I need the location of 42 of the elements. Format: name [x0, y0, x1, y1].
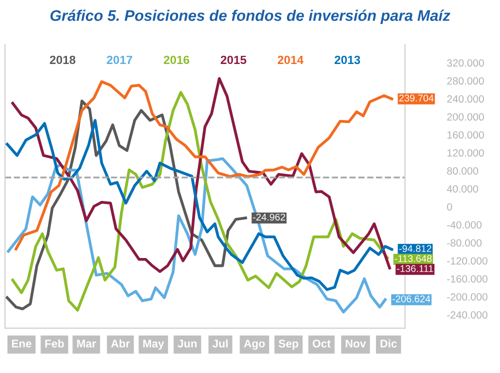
- x-tick-label: Feb: [45, 339, 64, 348]
- y-tick-label: 200.000: [447, 113, 484, 121]
- x-tick-label: Ago: [244, 340, 265, 350]
- x-tick-label: Jun: [178, 340, 197, 348]
- y-tick-label: 80.000: [447, 167, 478, 175]
- y-tick-label: 0: [447, 203, 452, 211]
- y-tick-label: -160.000: [447, 275, 488, 283]
- data-label: -113.648: [394, 255, 432, 262]
- y-tick-label: -200.000: [447, 293, 488, 301]
- text: 2018: [50, 56, 76, 64]
- y-tick-label: -240.000: [447, 311, 488, 319]
- text: 2013: [334, 56, 360, 64]
- x-tick-label: Sep: [278, 340, 298, 350]
- x-tick-label: Dic: [380, 339, 397, 348]
- y-tick-label: -40.000: [447, 221, 482, 229]
- y-tick-label: 240.000: [447, 95, 484, 103]
- x-tick-label: Abr: [111, 339, 130, 348]
- x-tick-label: Mar: [77, 340, 96, 348]
- x-tick-label: Oct: [312, 340, 331, 348]
- x-tick-label: Ene: [12, 340, 32, 348]
- data-label: 239.704: [399, 94, 434, 102]
- line-series: [11, 91, 389, 312]
- data-label: -206.624: [392, 295, 430, 302]
- y-tick-label: -120.000: [447, 257, 488, 265]
- line-series: [6, 118, 394, 291]
- y-tick-label: 320.000: [447, 59, 484, 67]
- text: 2017: [106, 56, 132, 64]
- x-tick-label: May: [143, 340, 164, 350]
- data-label: -94.812: [399, 245, 432, 252]
- y-tick-label: -80.000: [447, 239, 482, 247]
- data-label: -136.111: [396, 265, 434, 272]
- x-tick-label: Nov: [346, 340, 366, 348]
- text: 2014: [278, 56, 304, 64]
- y-tick-label: 40.000: [446, 185, 478, 193]
- x-tick-label: Jul: [212, 339, 228, 348]
- y-tick-label: 160.000: [447, 131, 484, 139]
- data-label: -24.962: [253, 214, 286, 221]
- series-label: 2015: [220, 56, 246, 64]
- y-tick-label: 280.000: [447, 77, 484, 85]
- text: 2016: [164, 56, 190, 64]
- y-tick-label: 120.000: [447, 149, 484, 157]
- chart-title: Gráfico 5. Posiciones de fondos de inversión para Maíz: [50, 10, 450, 24]
